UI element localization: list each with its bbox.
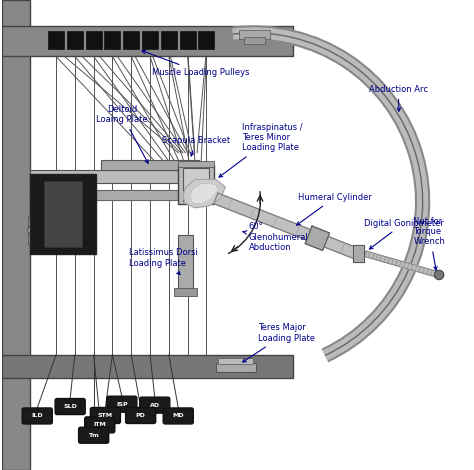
FancyBboxPatch shape (91, 407, 120, 423)
FancyBboxPatch shape (140, 397, 170, 413)
FancyBboxPatch shape (107, 396, 137, 412)
Bar (178, 164, 213, 204)
Bar (2, 355, 293, 378)
Text: PD: PD (136, 413, 146, 418)
Bar (100, 160, 200, 170)
Text: ISP: ISP (116, 402, 128, 407)
Bar (2, 0, 30, 470)
Bar (178, 161, 213, 167)
Polygon shape (305, 226, 329, 251)
Polygon shape (190, 183, 218, 204)
Text: Digital Goniometer: Digital Goniometer (364, 219, 444, 249)
Bar (48, 31, 64, 49)
Text: ITM: ITM (93, 423, 106, 427)
Circle shape (434, 270, 444, 280)
Bar (180, 31, 196, 49)
Bar (218, 358, 254, 364)
Bar (30, 190, 200, 200)
FancyBboxPatch shape (79, 427, 109, 443)
Text: Deltoid
Loaing Plate: Deltoid Loaing Plate (96, 105, 148, 163)
FancyBboxPatch shape (163, 408, 193, 424)
Bar (142, 31, 158, 49)
Bar (173, 288, 197, 296)
Bar (178, 235, 193, 291)
Text: Teres Major
Loading Plate: Teres Major Loading Plate (243, 323, 315, 362)
Circle shape (28, 226, 37, 235)
Text: Infraspinatus /
Teres Minor
Loading Plate: Infraspinatus / Teres Minor Loading Plat… (219, 123, 302, 177)
Bar (199, 31, 214, 49)
Polygon shape (365, 251, 440, 278)
Text: Muscle Loading Pulleys: Muscle Loading Pulleys (142, 50, 250, 77)
FancyBboxPatch shape (22, 408, 52, 424)
Bar (2, 26, 293, 56)
Text: SLD: SLD (63, 404, 77, 409)
Polygon shape (183, 180, 225, 208)
Bar (30, 170, 200, 183)
Text: Nut for
Torque
Wrench: Nut for Torque Wrench (413, 217, 445, 270)
Text: Latissimus Dorsi
Loading Plate: Latissimus Dorsi Loading Plate (129, 248, 198, 274)
Text: Abduction Arc: Abduction Arc (369, 85, 428, 111)
Bar (28, 216, 40, 244)
Bar (44, 181, 82, 247)
Polygon shape (353, 245, 364, 262)
Text: Tm: Tm (88, 433, 99, 438)
Bar (30, 174, 96, 254)
Bar (104, 31, 120, 49)
FancyBboxPatch shape (85, 417, 115, 433)
Text: AD: AD (150, 403, 160, 407)
Text: MD: MD (173, 414, 184, 418)
Bar (86, 31, 101, 49)
Bar (216, 363, 256, 372)
FancyBboxPatch shape (126, 407, 155, 423)
Bar (123, 31, 139, 49)
Bar (239, 30, 270, 39)
Bar (161, 31, 177, 49)
Bar (67, 31, 83, 49)
Bar (183, 168, 209, 201)
Polygon shape (214, 193, 359, 259)
Text: Scapula Bracket: Scapula Bracket (162, 136, 230, 156)
Text: 60°
Glenohumeral
Abduction: 60° Glenohumeral Abduction (243, 222, 309, 252)
Bar (244, 37, 265, 44)
Text: ILD: ILD (31, 414, 43, 418)
FancyBboxPatch shape (55, 399, 85, 415)
Text: STM: STM (98, 413, 113, 418)
Text: Humeral Cylinder: Humeral Cylinder (297, 193, 372, 225)
